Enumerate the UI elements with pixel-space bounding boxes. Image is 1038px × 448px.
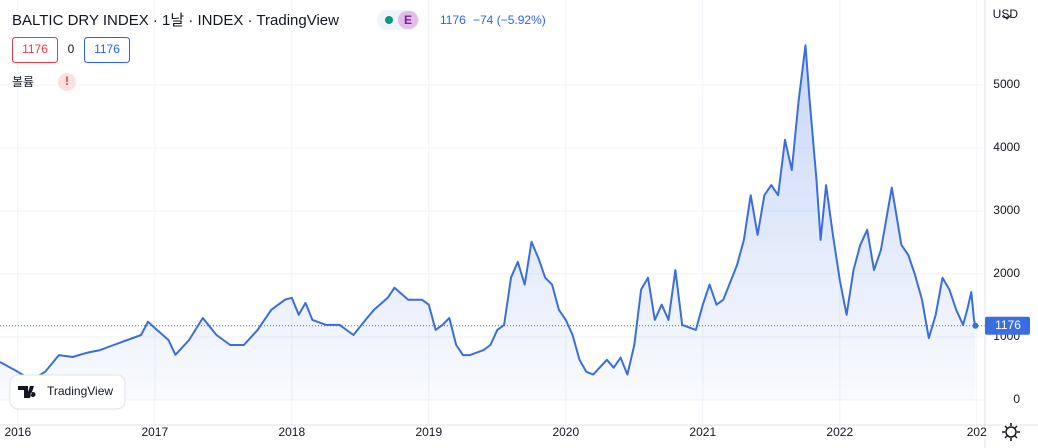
settings-teeth — [1002, 423, 1020, 441]
x-tick-label: 2018 — [278, 425, 305, 439]
price-line — [0, 44, 977, 381]
currency-caret — [1002, 14, 1012, 20]
volume-label: 볼륨 — [12, 75, 34, 89]
badge-bg — [398, 11, 418, 29]
badge[interactable]: E — [404, 13, 412, 27]
y-tick-label: 0 — [1013, 392, 1020, 406]
last-price-label: 1176 — [995, 318, 1021, 332]
settings-icon[interactable] — [1005, 426, 1017, 438]
symbol-title[interactable]: BALTIC DRY INDEX · 1날 · INDEX · TradingV… — [12, 12, 339, 29]
logo-icon — [18, 386, 36, 398]
y-tick-label: 3000 — [993, 203, 1020, 217]
x-tick-label: 202 — [967, 425, 987, 439]
spread: 0 — [68, 42, 75, 56]
x-tick-label: 2022 — [826, 425, 853, 439]
change: −74 (−5.92%) — [473, 13, 546, 27]
market-status — [385, 16, 393, 24]
logo-box[interactable] — [9, 374, 126, 410]
ask-box[interactable] — [84, 37, 130, 63]
x-tick-label: 2016 — [4, 425, 31, 439]
x-tick-label: 2020 — [552, 425, 579, 439]
y-tick-label: 2000 — [993, 266, 1020, 280]
last-price-box — [985, 316, 1030, 335]
ask[interactable]: 1176 — [94, 42, 120, 56]
alert[interactable]: ! — [65, 74, 69, 88]
currency[interactable]: USD — [993, 7, 1019, 21]
area-fill — [0, 45, 976, 400]
bid-box[interactable] — [12, 37, 58, 63]
alert-bg — [58, 73, 76, 91]
x-tick-label: 2017 — [141, 425, 168, 439]
x-tick-label: 2021 — [689, 425, 716, 439]
y-tick-label: 5000 — [993, 77, 1020, 91]
bid[interactable]: 1176 — [22, 42, 48, 56]
logo-text[interactable]: TradingView — [47, 384, 113, 398]
x-tick-label: 2019 — [415, 425, 442, 439]
last-price: 1176 — [440, 13, 466, 27]
y-tick-label: 4000 — [993, 140, 1020, 154]
